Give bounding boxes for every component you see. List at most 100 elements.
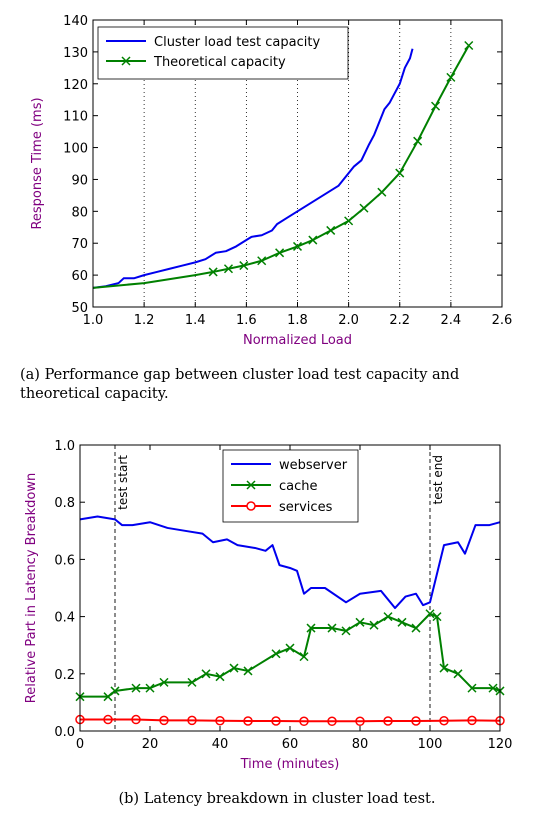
data-point (299, 716, 309, 727)
x-tick-label: 20 (142, 737, 159, 752)
data-point (326, 225, 336, 235)
data-point (223, 264, 234, 274)
series-line-0 (79, 515, 501, 610)
data-point (243, 666, 253, 676)
x-tick-label: 1.8 (287, 313, 308, 328)
x-tick-label: 1.4 (185, 313, 206, 328)
data-point (341, 626, 351, 636)
data-point (411, 623, 421, 633)
data-point (271, 716, 281, 726)
y-tick-label: 0.0 (54, 725, 75, 740)
y-tick-label: 60 (71, 269, 88, 284)
data-point (413, 136, 423, 146)
annotation-label: test start (116, 455, 130, 510)
data-point (377, 187, 387, 197)
data-point (446, 72, 456, 82)
series-line-2 (80, 718, 501, 723)
data-point (467, 715, 477, 726)
data-point (208, 267, 218, 277)
data-point (425, 609, 435, 619)
data-point (299, 652, 309, 662)
legend-box (97, 26, 349, 80)
data-point (215, 672, 225, 682)
data-point (439, 715, 449, 726)
legend-marker (121, 56, 131, 66)
data-point (187, 715, 197, 726)
x-tick-label: 2.6 (492, 313, 513, 328)
series-line-0 (92, 48, 414, 289)
y-tick-label: 90 (71, 173, 88, 188)
y-tick-label: 0.2 (54, 668, 75, 683)
data-point (292, 241, 303, 251)
data-point (201, 669, 211, 679)
series-line-1 (80, 612, 501, 698)
data-point (327, 716, 337, 727)
x-tick-label: 1.0 (83, 313, 104, 328)
y-tick-label: 80 (71, 205, 88, 220)
legend: webserver cache services (222, 449, 359, 523)
data-point (308, 235, 318, 245)
data-point (369, 620, 379, 630)
data-point (327, 623, 337, 633)
data-point (187, 677, 197, 687)
data-point (453, 669, 463, 679)
y-tick-label: 100 (63, 142, 88, 157)
y-tick-label: 130 (63, 46, 88, 61)
y-tick-label: 0.4 (54, 611, 75, 626)
legend-marker (246, 501, 256, 511)
data-point (103, 714, 113, 725)
data-point (383, 716, 393, 726)
y-tick-label: 120 (63, 78, 88, 93)
x-tick-label: 60 (282, 737, 299, 752)
data-point (103, 692, 113, 702)
y-tick-label: 50 (71, 301, 88, 316)
y-tick-label: 140 (63, 14, 88, 29)
data-point (306, 623, 316, 633)
data-point (439, 663, 449, 673)
y-tick-label: 0.8 (54, 496, 75, 511)
data-point (285, 643, 295, 653)
data-point (355, 617, 365, 627)
y-tick-label: 110 (63, 110, 88, 125)
x-tick-label: 2.0 (338, 313, 359, 328)
data-point (131, 683, 141, 693)
data-point (271, 649, 281, 659)
data-point (432, 612, 442, 622)
data-point (411, 716, 421, 726)
data-point (395, 168, 405, 178)
annotation-label: test end (431, 455, 445, 504)
legend-marker (246, 480, 256, 490)
legend-label: cache (279, 479, 318, 494)
legend-label: Cluster load test capacity (154, 35, 320, 50)
data-point (215, 715, 225, 726)
data-point (243, 716, 253, 726)
data-point (239, 261, 249, 271)
legend-label: services (279, 500, 333, 515)
x-axis-label: Normalized Load (243, 333, 352, 348)
data-point (275, 248, 285, 258)
data-point (159, 677, 169, 687)
y-tick-label: 0.6 (54, 553, 75, 568)
data-point (431, 101, 441, 111)
x-tick-label: 0 (76, 737, 84, 752)
caption-a: (a) Performance gap between cluster load… (20, 367, 460, 402)
x-axis-label: Time (minutes) (240, 757, 340, 772)
chart-a: 1.0 1.2 1.4 1.6 1.8 2.0 2.2 2.4 2.6 50 60 70 80 90 100… (30, 14, 512, 348)
y-tick-label: 70 (71, 237, 88, 252)
data-point (359, 203, 369, 213)
data-point (464, 40, 474, 51)
data-point (344, 216, 354, 226)
x-tick-label: 40 (212, 737, 229, 752)
data-point (229, 663, 239, 673)
x-tick-label: 2.4 (441, 313, 462, 328)
legend-label: webserver (279, 458, 348, 473)
data-point (145, 683, 155, 693)
y-tick-label: 1.0 (54, 439, 75, 454)
x-tick-label: 2.2 (389, 313, 410, 328)
data-point (397, 617, 407, 627)
x-tick-label: 100 (418, 737, 443, 752)
caption-b: (b) Latency breakdown in cluster load te… (118, 791, 436, 807)
data-point (467, 683, 477, 693)
y-axis-label: Response Time (ms) (30, 97, 45, 229)
x-tick-label: 1.6 (236, 313, 257, 328)
